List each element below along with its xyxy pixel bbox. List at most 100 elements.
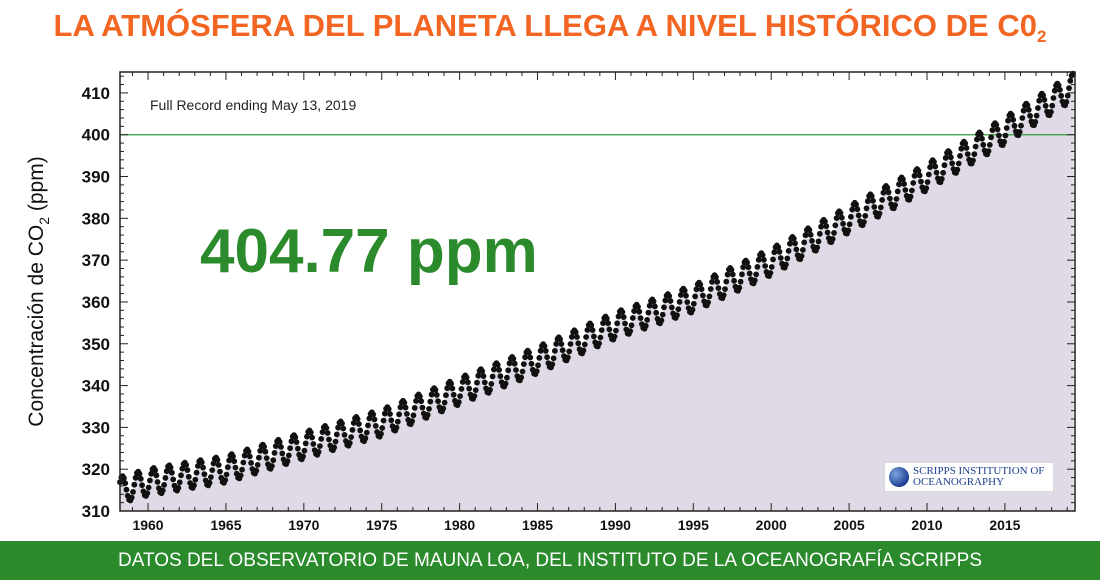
data-point	[379, 425, 386, 431]
data-point	[814, 244, 821, 251]
data-point	[341, 432, 348, 438]
data-point	[653, 309, 660, 316]
data-point	[231, 458, 238, 465]
data-point	[1005, 117, 1011, 124]
data-point	[637, 315, 644, 321]
data-point	[481, 379, 488, 386]
data-point	[293, 439, 300, 445]
data-point	[697, 281, 704, 288]
data-point	[163, 468, 170, 475]
data-point	[894, 188, 901, 195]
data-point	[1058, 92, 1065, 99]
data-point	[759, 252, 766, 258]
data-point	[350, 420, 357, 426]
data-point	[715, 285, 722, 291]
data-point	[746, 270, 753, 277]
data-point	[417, 393, 423, 400]
data-point	[257, 447, 264, 454]
data-point	[1025, 106, 1032, 113]
data-point	[457, 393, 463, 400]
data-point	[575, 340, 582, 347]
data-point	[426, 406, 432, 412]
data-point	[753, 271, 759, 278]
y-tick-label: 370	[82, 251, 110, 270]
plot-frame	[119, 71, 1076, 512]
data-point	[401, 399, 408, 406]
data-point	[596, 340, 602, 347]
x-tick-label: 1980	[444, 517, 475, 533]
data-point	[441, 399, 448, 406]
data-point	[471, 393, 478, 399]
data-point	[536, 355, 543, 361]
data-point	[459, 379, 466, 385]
data-point	[465, 379, 471, 386]
data-point	[996, 132, 1002, 139]
data-point	[254, 462, 261, 468]
data-point	[876, 210, 883, 217]
data-point	[549, 361, 556, 368]
data-point	[494, 362, 501, 368]
y-tick-label: 330	[82, 418, 110, 437]
data-point	[475, 372, 482, 379]
x-tick-label: 2005	[834, 517, 865, 533]
co2-chart: 310 320 330 340 350 360 370 380 390 400 410 1960 196…	[25, 70, 1076, 533]
data-point	[705, 299, 711, 306]
data-point	[1051, 87, 1058, 94]
x-tick-label: 1985	[522, 517, 553, 533]
data-point	[568, 334, 575, 340]
data-point	[371, 416, 378, 423]
data-point	[692, 293, 698, 300]
data-point	[964, 151, 971, 158]
data-point	[801, 239, 808, 246]
data-point	[262, 448, 269, 455]
data-point	[661, 304, 667, 311]
data-point	[900, 176, 906, 183]
data-point	[745, 264, 752, 271]
data-point	[855, 212, 862, 219]
data-point	[707, 286, 714, 292]
data-point	[148, 470, 155, 477]
data-point	[466, 385, 473, 392]
data-point	[147, 477, 153, 484]
data-point	[868, 193, 875, 200]
data-point	[356, 421, 362, 427]
data-point	[192, 476, 199, 483]
x-tick-label: 1960	[132, 517, 163, 533]
data-point	[253, 467, 260, 474]
data-point	[279, 450, 286, 457]
data-point	[1063, 99, 1070, 105]
data-point	[946, 149, 953, 156]
data-point	[366, 415, 373, 422]
data-point	[223, 471, 230, 478]
data-point	[667, 298, 674, 304]
data-point	[1010, 116, 1017, 123]
data-point	[487, 386, 493, 393]
data-point	[993, 121, 1000, 128]
data-point	[619, 309, 626, 315]
data-point	[955, 160, 962, 167]
data-point	[510, 355, 517, 362]
data-point	[645, 309, 652, 316]
data-point	[815, 238, 822, 245]
data-point	[270, 457, 277, 464]
data-point	[613, 327, 619, 334]
data-point	[208, 474, 214, 480]
data-point	[659, 311, 666, 318]
data-point	[559, 347, 566, 354]
data-point	[528, 360, 535, 367]
data-point	[553, 341, 560, 347]
data-point	[615, 313, 622, 320]
data-point	[210, 460, 217, 467]
data-point	[729, 271, 736, 278]
data-point	[175, 485, 182, 491]
x-tick-label: 2015	[989, 517, 1020, 533]
data-point	[783, 261, 789, 268]
data-point	[217, 468, 223, 475]
data-point	[240, 459, 247, 466]
data-point	[248, 460, 255, 466]
data-point	[302, 440, 309, 447]
data-point	[627, 328, 634, 334]
data-point	[1018, 122, 1024, 129]
data-point	[822, 218, 828, 225]
data-point	[472, 387, 479, 393]
